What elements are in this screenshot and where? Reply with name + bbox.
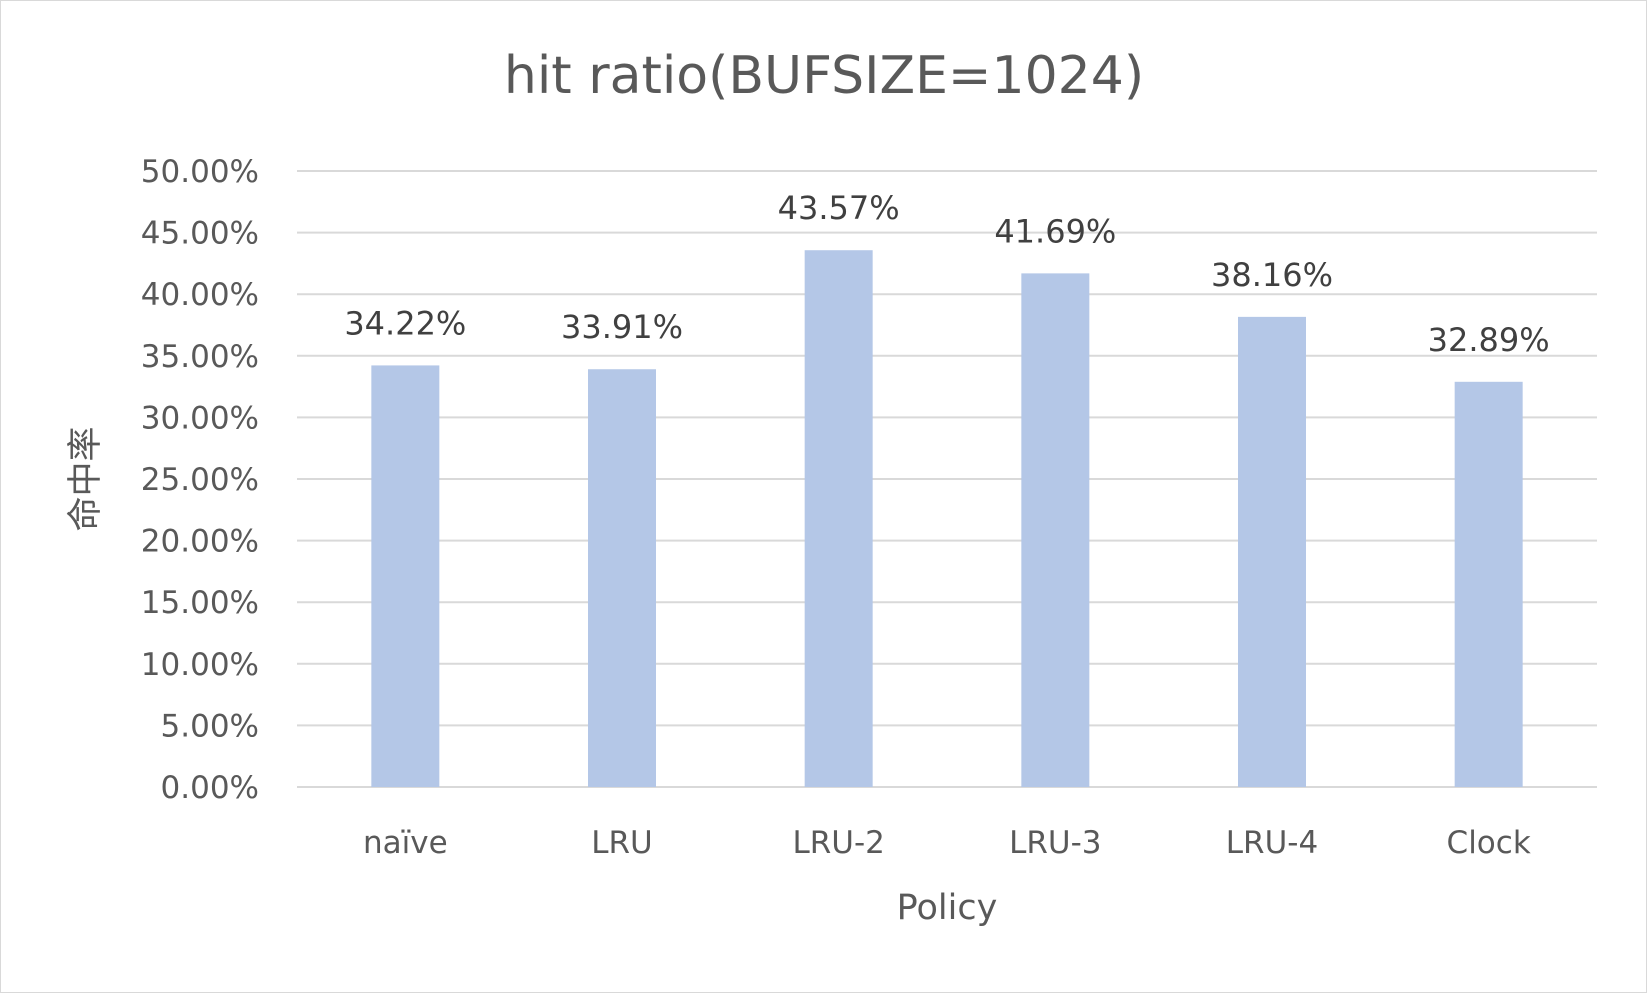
x-axis-title: Policy [897, 888, 998, 928]
y-tick-label: 5.00% [161, 708, 259, 744]
x-tick-label: LRU [591, 825, 653, 861]
x-tick-label: LRU-4 [1226, 825, 1318, 861]
y-tick-label: 35.00% [141, 339, 259, 375]
data-label: 38.16% [1211, 256, 1333, 294]
y-tick-label: 40.00% [141, 277, 259, 313]
y-tick-label: 25.00% [141, 462, 259, 498]
x-tick-label: LRU-3 [1009, 825, 1101, 861]
y-tick-label: 20.00% [141, 524, 259, 560]
data-labels: 34.22% 33.91% 43.57% 41.69% 38.16% 32.89% [344, 189, 1549, 359]
bar [1454, 381, 1523, 787]
bar [588, 369, 656, 787]
data-label: 32.89% [1428, 321, 1550, 359]
y-axis-title: 命中率 [66, 426, 106, 531]
bars [371, 250, 1523, 788]
bar [1021, 273, 1090, 787]
x-axis-ticks: naïve LRU LRU-2 LRU-3 LRU-4 Clock [363, 825, 1531, 861]
y-tick-label: 45.00% [141, 216, 259, 252]
x-tick-label: LRU-2 [792, 825, 884, 861]
y-tick-label: 0.00% [161, 770, 259, 806]
x-tick-label: Clock [1447, 825, 1531, 861]
bar [804, 250, 873, 788]
y-tick-label: 50.00% [141, 154, 259, 190]
bar [1238, 316, 1306, 787]
x-tick-label: naïve [363, 825, 448, 861]
data-label: 34.22% [344, 304, 466, 342]
bar [371, 365, 440, 787]
y-axis-ticks: 0.00% 5.00% 10.00% 15.00% 20.00% 25.00% 30.00%… [141, 154, 259, 806]
chart-title: hit ratio(BUFSIZE=1024) [504, 46, 1144, 106]
y-tick-label: 10.00% [141, 647, 259, 683]
data-label: 33.91% [561, 308, 683, 346]
y-tick-label: 30.00% [141, 400, 259, 436]
data-label: 43.57% [778, 189, 900, 227]
y-tick-label: 15.00% [141, 585, 259, 621]
data-label: 41.69% [994, 212, 1116, 250]
grid-lines [297, 170, 1597, 788]
